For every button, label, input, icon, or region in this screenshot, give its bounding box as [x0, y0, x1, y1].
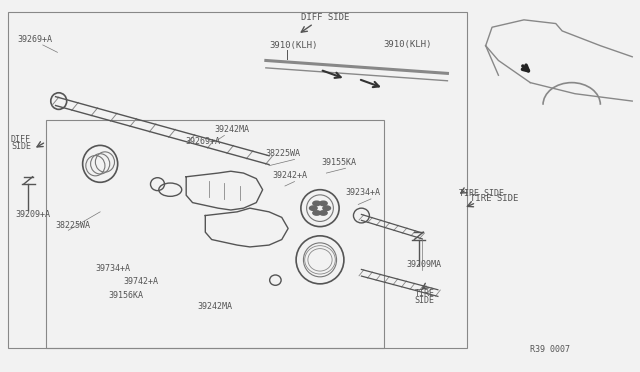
Circle shape: [319, 211, 327, 215]
Text: 39242+A: 39242+A: [272, 171, 307, 180]
Circle shape: [319, 201, 327, 206]
Text: 3910(KLH): 3910(KLH): [384, 40, 432, 49]
Text: DIFF SIDE: DIFF SIDE: [301, 13, 349, 22]
Text: 38225WA: 38225WA: [266, 149, 301, 158]
Text: TIRE SIDE: TIRE SIDE: [459, 189, 504, 198]
Text: R39 0007: R39 0007: [531, 345, 570, 354]
Text: 39209+A: 39209+A: [15, 210, 51, 219]
Text: SIDE: SIDE: [414, 296, 435, 305]
Text: 39269+A: 39269+A: [185, 137, 220, 146]
Text: 39156KA: 39156KA: [108, 291, 143, 301]
Circle shape: [313, 201, 321, 206]
Text: 39242MA: 39242MA: [198, 302, 233, 311]
Text: 39234+A: 39234+A: [346, 188, 381, 197]
Circle shape: [313, 211, 321, 215]
Text: TIRE SIDE: TIRE SIDE: [470, 193, 518, 203]
Circle shape: [310, 206, 317, 211]
Text: 39269+A: 39269+A: [17, 35, 52, 44]
Text: 39242MA: 39242MA: [215, 125, 250, 134]
Text: 39209MA: 39209MA: [406, 260, 441, 269]
Text: SIDE: SIDE: [11, 142, 31, 151]
Text: 38225WA: 38225WA: [56, 221, 90, 230]
Text: DIFF: DIFF: [11, 135, 31, 144]
Text: TIRE: TIRE: [414, 289, 435, 298]
Text: 39155KA: 39155KA: [321, 158, 356, 167]
Text: 39734+A: 39734+A: [96, 264, 131, 273]
Circle shape: [323, 206, 330, 211]
Text: 3910(KLH): 3910(KLH): [269, 41, 317, 50]
Text: 39742+A: 39742+A: [124, 277, 159, 286]
